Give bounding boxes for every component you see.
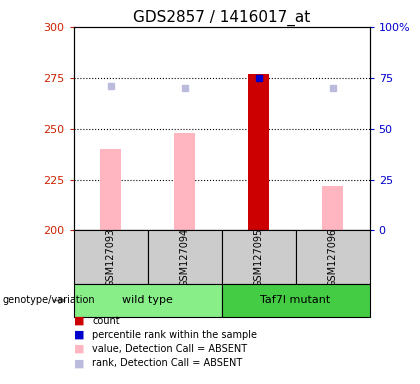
Text: ■: ■: [74, 344, 84, 354]
Bar: [74, 230, 147, 284]
Bar: [248, 74, 269, 230]
Bar: [222, 284, 370, 317]
Text: GSM127093: GSM127093: [105, 228, 116, 287]
Bar: [174, 133, 195, 230]
Text: GSM127096: GSM127096: [328, 228, 338, 287]
Bar: [322, 185, 343, 230]
Bar: [222, 230, 296, 284]
Bar: [296, 230, 370, 284]
Bar: [147, 230, 222, 284]
Text: GSM127094: GSM127094: [179, 228, 189, 287]
Text: percentile rank within the sample: percentile rank within the sample: [92, 330, 257, 340]
Text: ■: ■: [74, 330, 84, 340]
Text: count: count: [92, 316, 120, 326]
Text: ■: ■: [74, 316, 84, 326]
Text: value, Detection Call = ABSENT: value, Detection Call = ABSENT: [92, 344, 247, 354]
Text: genotype/variation: genotype/variation: [2, 295, 95, 306]
Text: Taf7l mutant: Taf7l mutant: [260, 295, 331, 306]
Title: GDS2857 / 1416017_at: GDS2857 / 1416017_at: [133, 9, 310, 25]
Bar: [74, 284, 222, 317]
Text: ■: ■: [74, 358, 84, 368]
Text: rank, Detection Call = ABSENT: rank, Detection Call = ABSENT: [92, 358, 243, 368]
Text: wild type: wild type: [122, 295, 173, 306]
Text: GSM127095: GSM127095: [254, 228, 264, 287]
Bar: [100, 149, 121, 230]
